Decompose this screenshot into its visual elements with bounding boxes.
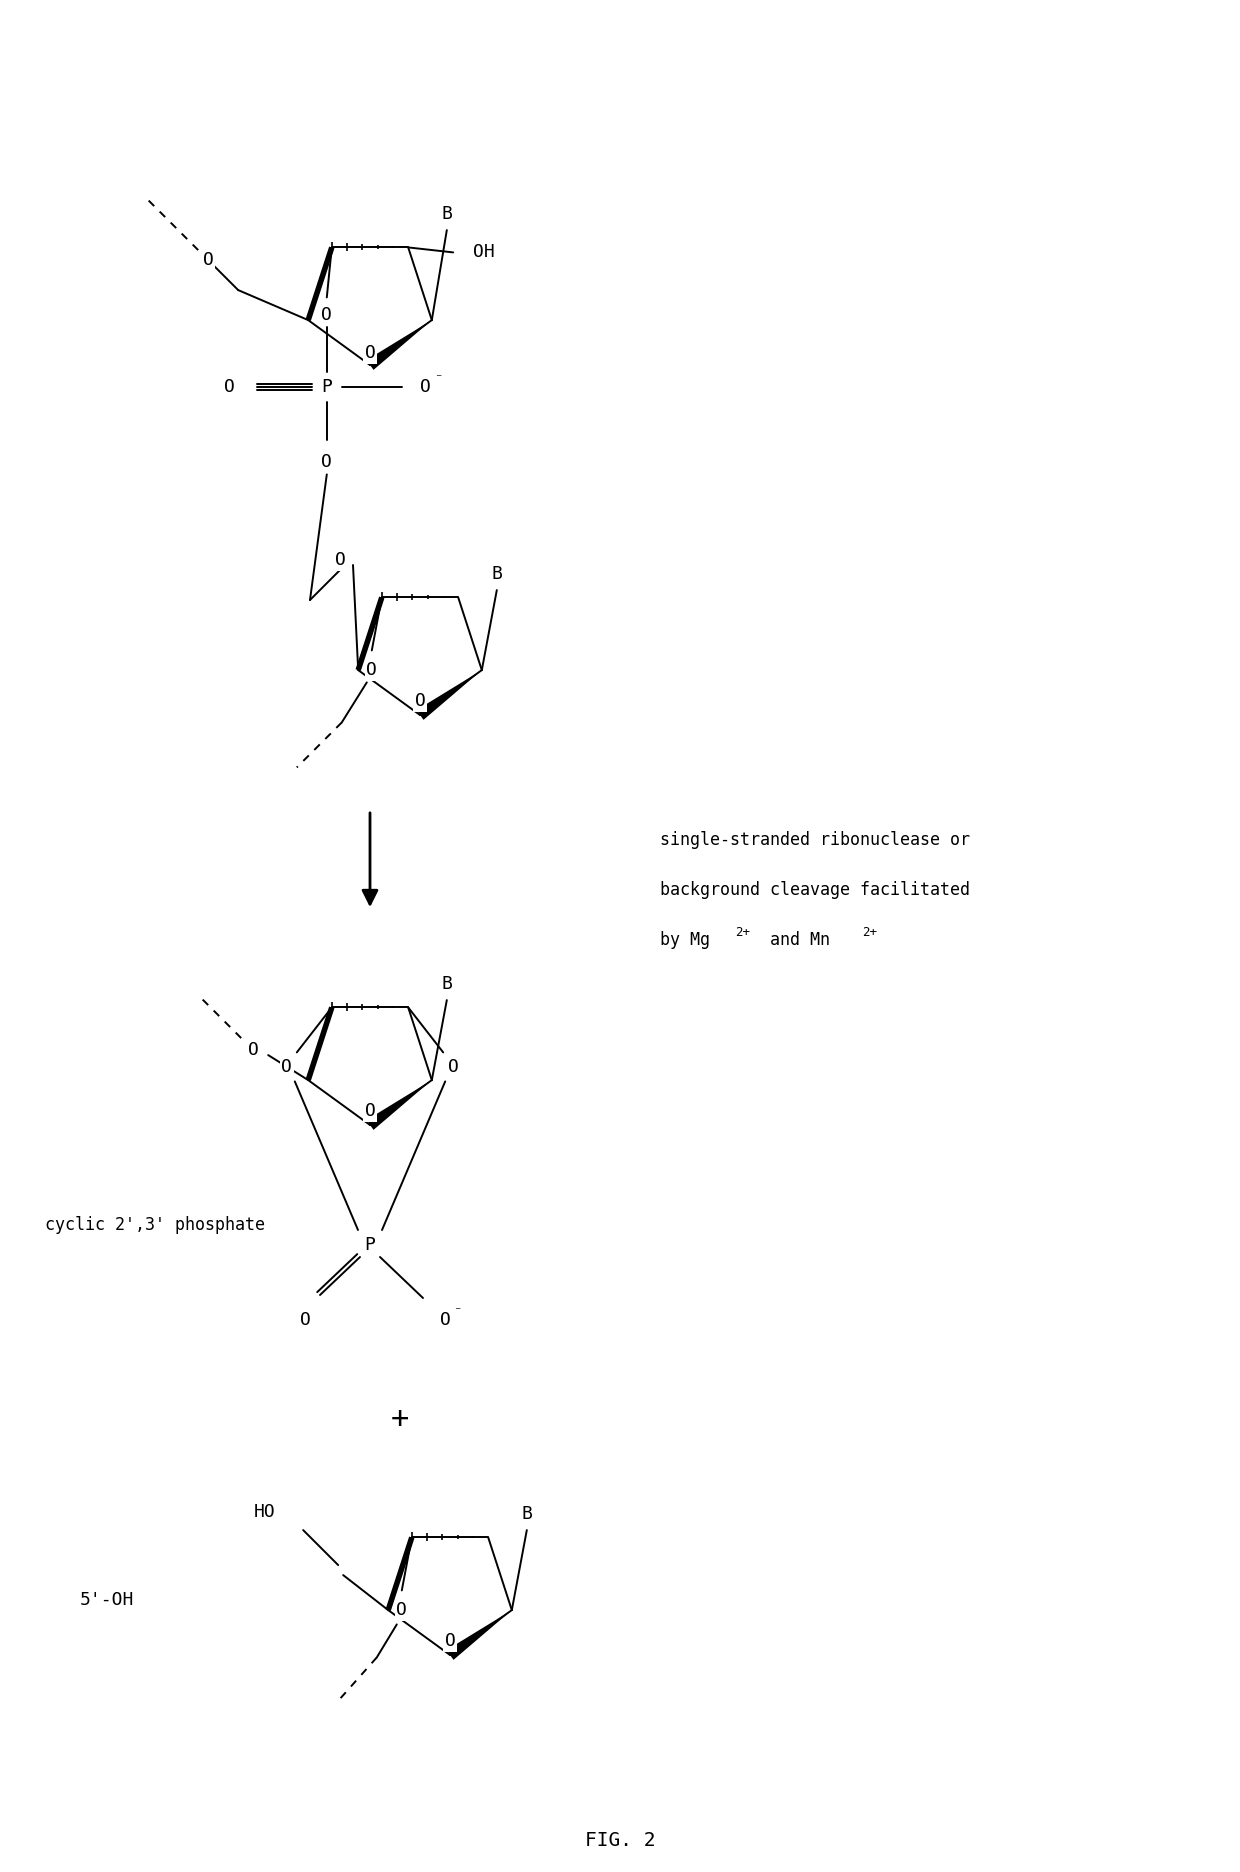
Text: O: O [414, 693, 425, 709]
Text: O: O [366, 661, 377, 680]
Text: 5'-OH: 5'-OH [81, 1591, 134, 1610]
Text: O: O [248, 1041, 259, 1060]
Text: FIG. 2: FIG. 2 [585, 1831, 655, 1850]
Text: B: B [491, 565, 502, 582]
Text: O: O [448, 1058, 459, 1076]
Text: O: O [321, 453, 332, 472]
Text: P: P [365, 1236, 376, 1254]
Text: +: + [391, 1406, 409, 1434]
Text: OH: OH [474, 243, 495, 262]
Text: O: O [300, 1310, 310, 1329]
Text: O: O [335, 550, 346, 569]
Text: O: O [365, 344, 376, 361]
Text: B: B [441, 206, 453, 223]
Text: 2+: 2+ [862, 925, 877, 938]
Text: O: O [321, 307, 332, 324]
Text: ⁻: ⁻ [434, 373, 443, 386]
Text: cyclic 2',3' phosphate: cyclic 2',3' phosphate [45, 1217, 265, 1234]
Polygon shape [367, 320, 432, 371]
Text: P: P [321, 378, 332, 397]
Text: background cleavage facilitated: background cleavage facilitated [660, 882, 970, 899]
Text: O: O [445, 1632, 455, 1649]
Polygon shape [367, 1080, 432, 1131]
Text: and Mn: and Mn [760, 930, 830, 949]
Text: single-stranded ribonuclease or: single-stranded ribonuclease or [660, 831, 970, 850]
Text: B: B [521, 1505, 532, 1524]
Text: O: O [203, 251, 213, 270]
Text: by Mg: by Mg [660, 930, 711, 949]
Text: HO: HO [253, 1503, 275, 1522]
Text: O: O [224, 378, 236, 397]
Text: O: O [420, 378, 430, 397]
Text: 2+: 2+ [735, 925, 750, 938]
Text: ⁻: ⁻ [453, 1305, 461, 1320]
Polygon shape [446, 1610, 512, 1660]
Text: B: B [441, 975, 453, 992]
Text: O: O [365, 1103, 376, 1119]
Text: O: O [440, 1310, 451, 1329]
Polygon shape [417, 670, 482, 721]
Text: O: O [397, 1601, 407, 1619]
Text: O: O [281, 1058, 293, 1076]
